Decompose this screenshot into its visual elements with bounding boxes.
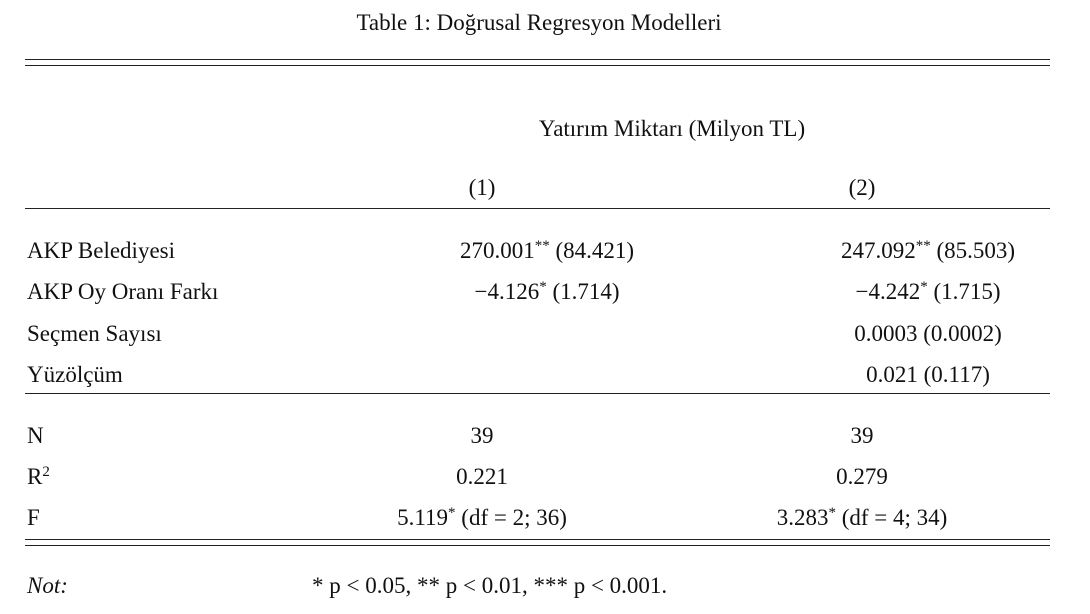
significance-stars: * (828, 505, 836, 521)
dependent-variable: Yatırım Miktarı (Milyon TL) (538, 116, 806, 141)
standard-error: (84.421) (555, 238, 635, 263)
standard-error: (df = 2; 36) (461, 505, 567, 530)
significance-stars: * (448, 505, 456, 521)
rule (25, 545, 1050, 546)
row-label: Yüzölçüm (27, 361, 123, 387)
rule (25, 208, 1050, 209)
cell: 39 (851, 424, 874, 447)
label-text: F (27, 505, 40, 530)
label-text: N (27, 423, 44, 448)
rule (25, 539, 1050, 540)
label-text: R (27, 464, 43, 489)
note-text: * p < 0.05, ** p < 0.01, *** p < 0.001. (312, 573, 668, 598)
model-number: (1) (468, 175, 496, 200)
cell: 247.092** (85.503) (840, 238, 1016, 263)
label-superscript: 2 (42, 464, 50, 480)
rule (25, 59, 1050, 60)
standard-error: (df = 4; 34) (841, 505, 948, 530)
row-label: Seçmen Sayısı (27, 320, 162, 346)
standard-error: (0.117) (923, 361, 990, 387)
coefficient: −4.242 (855, 279, 921, 305)
coefficient: 39 (470, 423, 494, 448)
row-label: AKP Oy Oranı Farkı (27, 279, 219, 305)
coefficient: 5.119 (397, 505, 449, 530)
rule (25, 65, 1050, 66)
model-number: (2) (848, 175, 876, 200)
cell: 0.279 (836, 465, 888, 488)
cell: −4.126* (1.714) (474, 279, 620, 305)
cell: 0.021 (0.117) (866, 363, 990, 386)
standard-error: (1.715) (933, 279, 1001, 305)
table-title: Table 1: Doğrusal Regresyon Modelleri (356, 10, 722, 35)
row-label: R2 (27, 464, 50, 489)
standard-error: (1.714) (552, 279, 620, 305)
standard-error: (0.0002) (923, 320, 1002, 346)
cell: 5.119* (df = 2; 36) (397, 505, 567, 530)
row-label: AKP Belediyesi (27, 238, 175, 263)
note-label: Not: (27, 573, 68, 598)
significance-stars: * (539, 279, 547, 296)
rule (25, 393, 1050, 394)
coefficient: 270.001 (459, 238, 535, 263)
significance-stars: * (920, 279, 928, 296)
coefficient: 0.279 (836, 464, 888, 489)
coefficient: 0.021 (866, 361, 918, 387)
significance-stars: ** (534, 238, 550, 254)
cell: 270.001** (84.421) (459, 238, 635, 263)
coefficient: 0.0003 (854, 320, 918, 346)
row-label: N (27, 424, 44, 447)
coefficient: 0.221 (456, 464, 508, 489)
significance-stars: ** (915, 238, 931, 254)
coefficient: 3.283 (776, 505, 829, 530)
cell: 39 (471, 424, 494, 447)
standard-error: (85.503) (936, 238, 1016, 263)
coefficient: −4.126 (474, 279, 540, 305)
row-label: F (27, 506, 40, 529)
coefficient: 247.092 (840, 238, 916, 263)
cell: 0.221 (456, 465, 508, 488)
cell: 0.0003 (0.0002) (854, 322, 1002, 345)
cell: −4.242* (1.715) (855, 279, 1001, 305)
cell: 3.283* (df = 4; 34) (776, 505, 948, 530)
coefficient: 39 (850, 423, 874, 448)
